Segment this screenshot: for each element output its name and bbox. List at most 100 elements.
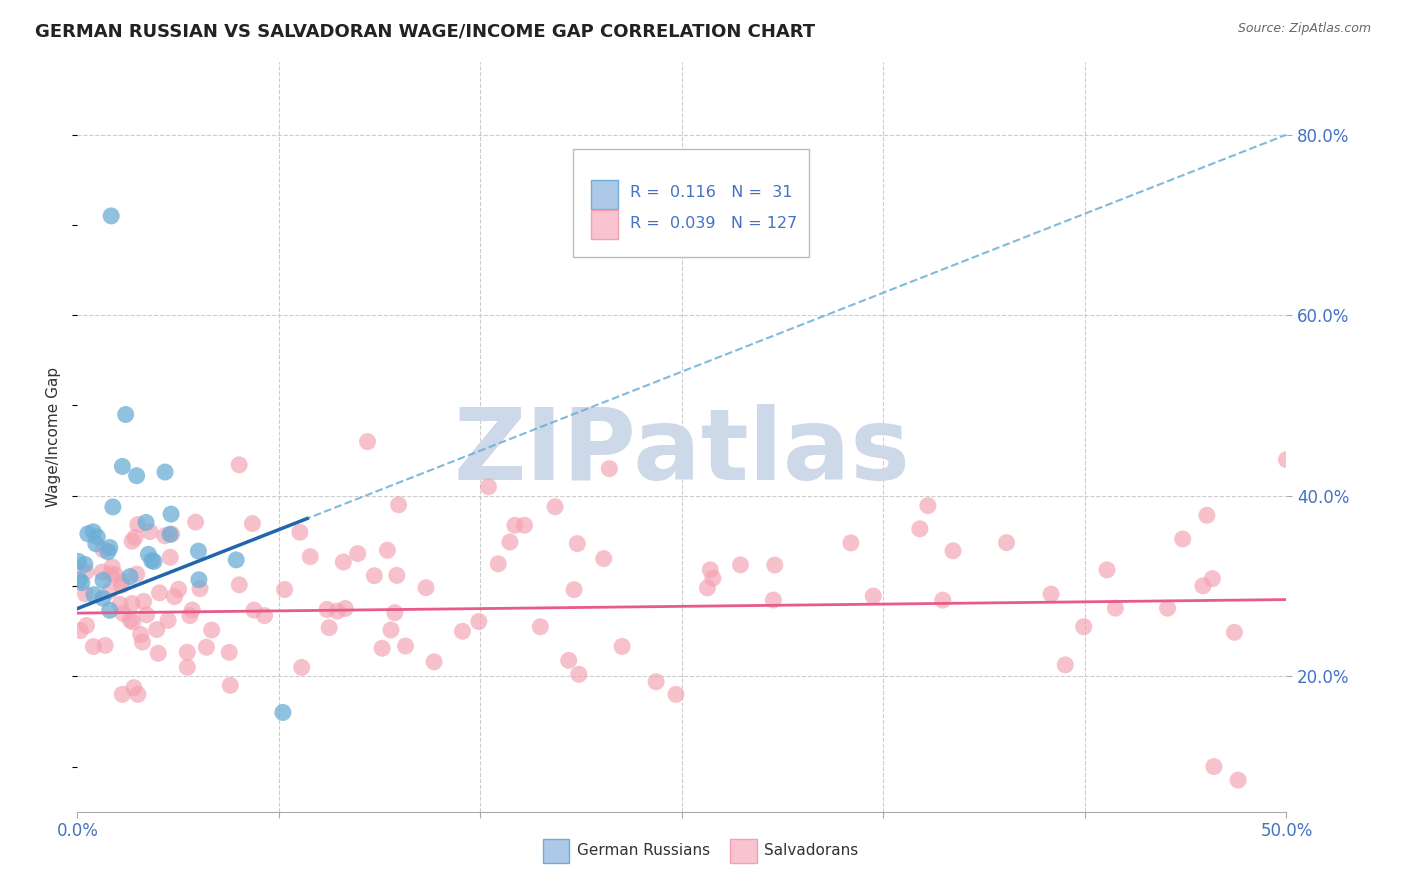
Point [135, 516, 157, 530]
Point [82, 640, 104, 654]
Point [1040, 587, 1063, 601]
Point [142, 554, 165, 568]
Point [91, 591, 114, 606]
Point [1227, 773, 1250, 788]
Point [917, 499, 939, 513]
Point [111, 459, 134, 474]
FancyBboxPatch shape [592, 210, 617, 238]
Point [120, 569, 142, 583]
Point [100, 209, 122, 223]
Text: Source: ZipAtlas.com: Source: ZipAtlas.com [1237, 22, 1371, 36]
Point [544, 500, 567, 514]
Point [665, 687, 688, 701]
Point [111, 574, 134, 588]
Point [384, 606, 406, 620]
Text: R =  0.116   N =  31: R = 0.116 N = 31 [630, 186, 793, 201]
Point [908, 522, 931, 536]
Point [160, 527, 183, 541]
Point [451, 624, 474, 639]
Point [187, 573, 209, 587]
Point [363, 568, 385, 582]
Point [127, 517, 149, 532]
Point [228, 578, 250, 592]
Point [415, 581, 437, 595]
Point [529, 620, 551, 634]
Point [70, 575, 93, 590]
Point [696, 581, 718, 595]
Point [288, 525, 311, 540]
Point [699, 563, 721, 577]
Point [195, 640, 218, 655]
FancyBboxPatch shape [592, 180, 617, 209]
Point [242, 516, 264, 531]
Point [385, 568, 408, 582]
FancyBboxPatch shape [730, 838, 756, 863]
Point [228, 458, 250, 472]
Point [159, 550, 181, 565]
Point [76, 618, 98, 632]
Point [387, 498, 409, 512]
Text: GERMAN RUSSIAN VS SALVADORAN WAGE/INCOME GAP CORRELATION CHART: GERMAN RUSSIAN VS SALVADORAN WAGE/INCOME… [35, 22, 815, 40]
Point [73, 558, 96, 572]
Point [91, 542, 114, 557]
Point [69, 624, 91, 638]
Point [243, 603, 266, 617]
Point [94, 639, 117, 653]
Point [82, 524, 104, 539]
Point [67, 554, 90, 568]
Point [75, 565, 97, 579]
Point [179, 608, 201, 623]
Point [98, 603, 121, 617]
Point [111, 687, 134, 701]
Point [377, 543, 399, 558]
Point [157, 613, 180, 627]
Point [942, 543, 965, 558]
Point [98, 541, 121, 555]
Point [1073, 620, 1095, 634]
Point [513, 518, 536, 533]
Point [139, 524, 162, 539]
Point [567, 536, 589, 550]
Point [702, 571, 724, 585]
Point [839, 536, 862, 550]
Point [83, 588, 105, 602]
Point [132, 594, 155, 608]
Point [201, 623, 224, 637]
Point [995, 535, 1018, 549]
Point [225, 553, 247, 567]
Point [299, 549, 322, 564]
Point [114, 408, 136, 422]
Point [1201, 572, 1223, 586]
Point [271, 706, 294, 720]
Point [1275, 452, 1298, 467]
Point [77, 526, 100, 541]
Point [127, 687, 149, 701]
Point [146, 623, 169, 637]
Point [176, 645, 198, 659]
Point [188, 582, 211, 596]
Point [141, 553, 163, 567]
Point [499, 535, 522, 549]
Point [730, 558, 752, 572]
Point [122, 681, 145, 695]
Point [163, 590, 186, 604]
Point [468, 615, 491, 629]
Point [91, 574, 114, 588]
Point [112, 607, 135, 621]
Point [380, 623, 402, 637]
Point [176, 660, 198, 674]
Point [557, 653, 579, 667]
Point [1054, 657, 1077, 672]
Point [153, 529, 176, 543]
Point [219, 678, 242, 692]
Point [332, 555, 354, 569]
Point [129, 627, 152, 641]
Point [253, 608, 276, 623]
Point [1095, 563, 1118, 577]
Point [181, 603, 204, 617]
Point [1195, 508, 1218, 523]
Point [1156, 601, 1178, 615]
Point [477, 480, 499, 494]
Point [562, 582, 585, 597]
Point [148, 646, 170, 660]
